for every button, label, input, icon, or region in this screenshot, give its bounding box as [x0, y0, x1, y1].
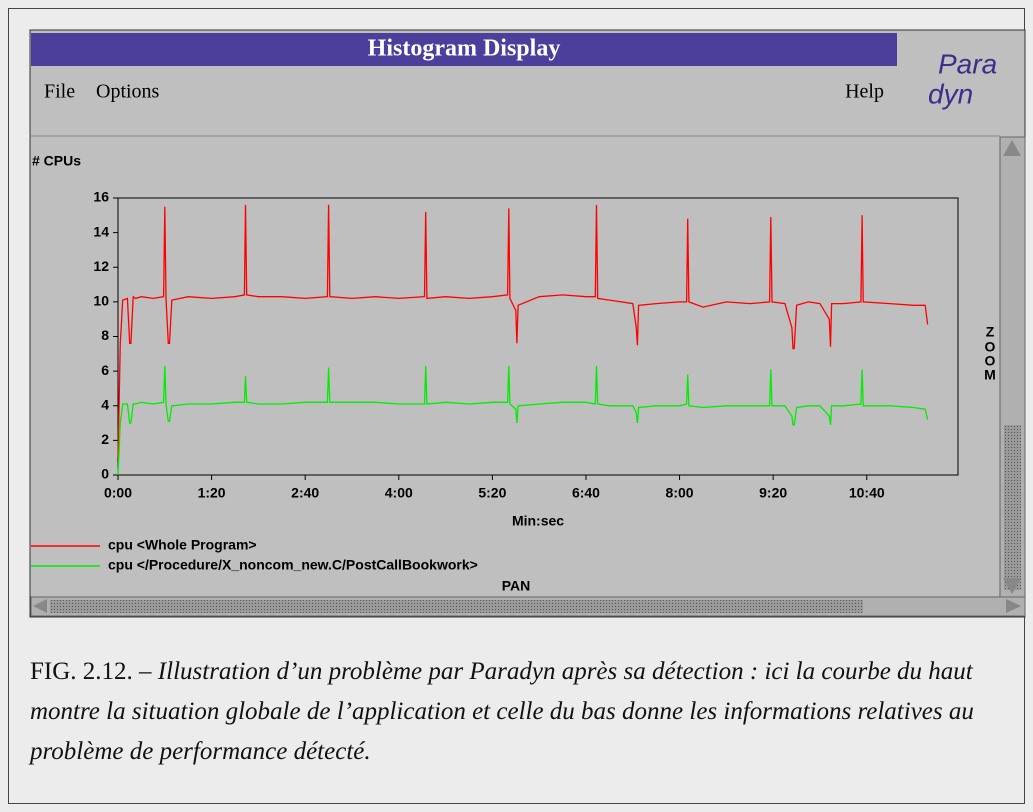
x-tick-label: 9:20 [759, 485, 787, 501]
x-tick-label: 5:20 [478, 485, 506, 501]
x-tick-label: 6:40 [572, 485, 600, 501]
menu-item[interactable]: Options [96, 81, 160, 103]
caption: FIG. 2.12. – Illustration d’un problème … [30, 652, 1030, 772]
scroll-thumb[interactable] [1004, 425, 1021, 590]
title-bar [31, 33, 897, 66]
y-tick-label: 0 [101, 466, 109, 482]
zoom-letter: O [985, 339, 996, 355]
y-tick-label: 10 [93, 293, 109, 309]
menu-item[interactable]: Help [845, 81, 884, 103]
y-axis-label: # CPUs [32, 153, 81, 169]
caption-label: FIG. 2.12. – [30, 658, 158, 685]
scroll-arrow-left[interactable] [33, 599, 47, 613]
legend-label: cpu <Whole Program> [108, 537, 257, 553]
data-line [117, 365, 929, 476]
x-tick-label: 8:00 [666, 485, 694, 501]
y-tick-label: 12 [93, 258, 109, 274]
x-tick-label: 1:20 [198, 485, 226, 501]
window-body [29, 29, 1026, 618]
data-line [117, 204, 929, 458]
scroll-arrow-right[interactable] [1006, 599, 1021, 613]
scroll-arrow-up[interactable] [1003, 140, 1021, 156]
x-axis-label: Min:sec [512, 513, 564, 529]
scroll-thumb[interactable] [50, 600, 863, 613]
x-tick-label: 10:40 [849, 485, 885, 501]
zoom-letter: Z [986, 324, 995, 340]
zoom-letter: M [984, 367, 996, 383]
x-tick-label: 2:40 [291, 485, 319, 501]
y-tick-label: 14 [93, 223, 109, 239]
y-tick-label: 16 [93, 189, 109, 205]
caption-text: Illustration d’un problème par Paradyn a… [30, 658, 974, 765]
y-tick-label: 8 [101, 327, 109, 343]
window: Histogram Display File Options Help Para… [29, 29, 1026, 618]
scroll-arrow-down[interactable] [1003, 578, 1021, 594]
logo-text: dyn [928, 78, 973, 109]
x-tick-label: 0:00 [104, 485, 132, 501]
pan-label: PAN [502, 578, 531, 594]
y-tick-label: 2 [101, 431, 109, 447]
zoom-letter: O [985, 353, 996, 369]
legend-label: cpu </Procedure/X_noncom_new.C/PostCallB… [108, 557, 478, 573]
logo-text: Para [938, 48, 997, 79]
menu-item[interactable]: File [44, 81, 75, 103]
x-tick-label: 4:00 [385, 485, 413, 501]
window-title: Histogram Display [368, 36, 561, 62]
y-tick-label: 4 [101, 396, 109, 412]
y-tick-label: 6 [101, 362, 109, 378]
